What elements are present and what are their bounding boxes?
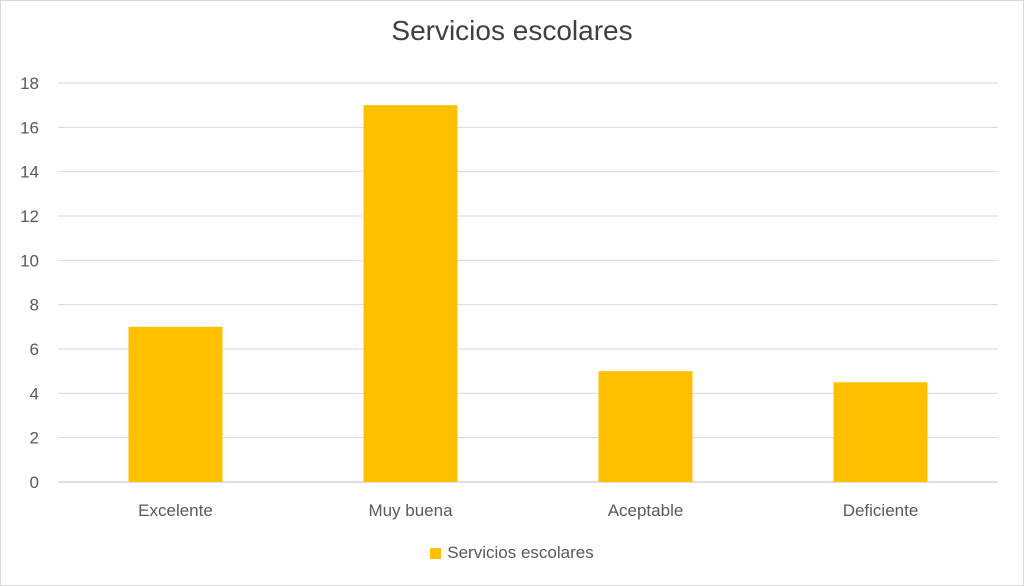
y-tick-label: 18	[20, 74, 39, 93]
y-tick-label: 14	[20, 163, 39, 182]
bar	[833, 382, 928, 482]
bar	[598, 371, 693, 482]
y-tick-label: 8	[30, 296, 39, 315]
bar	[128, 326, 223, 482]
y-tick-label: 4	[30, 384, 39, 403]
y-tick-label: 10	[20, 251, 39, 270]
y-tick-label: 12	[20, 207, 39, 226]
legend: Servicios escolares	[1, 543, 1023, 563]
y-tick-label: 0	[30, 473, 39, 492]
bar	[363, 105, 458, 483]
x-tick-label: Deficiente	[843, 501, 919, 520]
x-tick-label: Aceptable	[608, 501, 684, 520]
legend-swatch	[430, 547, 442, 559]
y-tick-label: 16	[20, 118, 39, 137]
chart-title: Servicios escolares	[391, 15, 633, 46]
x-tick-label: Excelente	[138, 501, 213, 520]
plot-area: 0 2 4 6 8 10 12 14 16 18 Excelente Muy buena Aceptab…	[20, 74, 998, 520]
x-tick-label: Muy buena	[368, 501, 453, 520]
y-tick-label: 2	[30, 429, 39, 448]
legend-label: Servicios escolares	[447, 543, 594, 562]
y-tick-label: 6	[30, 340, 39, 359]
